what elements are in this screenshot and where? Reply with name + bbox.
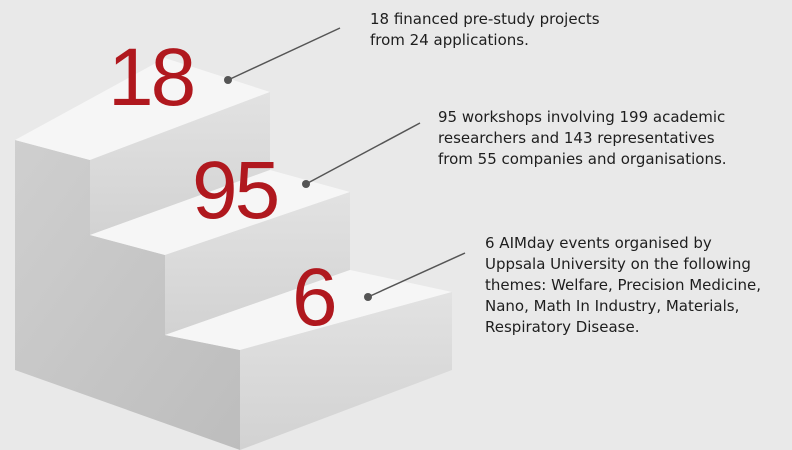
step-text: 18 financed pre-study projects	[370, 10, 600, 28]
step-text: Respiratory Disease.	[485, 318, 639, 336]
step-number: 95	[192, 145, 278, 236]
step-text: researchers and 143 representatives	[438, 129, 715, 147]
step-1: 18 18 financed pre-study projects from 2…	[108, 10, 600, 123]
leader-dot	[302, 180, 310, 188]
step-text: from 24 applications.	[370, 31, 529, 49]
step-number: 6	[292, 252, 335, 343]
step-text: 6 AIMday events organised by	[485, 234, 712, 252]
leader-line	[228, 28, 340, 80]
step-text: Nano, Math In Industry, Materials,	[485, 297, 739, 315]
staircase	[15, 58, 452, 450]
leader-line	[306, 123, 420, 184]
infographic: 18 18 financed pre-study projects from 2…	[0, 0, 792, 450]
step-text: 95 workshops involving 199 academic	[438, 108, 725, 126]
step-text: themes: Welfare, Precision Medicine,	[485, 276, 761, 294]
step-2: 95 95 workshops involving 199 academic r…	[192, 108, 727, 236]
step-text: from 55 companies and organisations.	[438, 150, 727, 168]
step-text: Uppsala University on the following	[485, 255, 751, 273]
leader-dot	[224, 76, 232, 84]
leader-dot	[364, 293, 372, 301]
step-number: 18	[108, 32, 194, 123]
